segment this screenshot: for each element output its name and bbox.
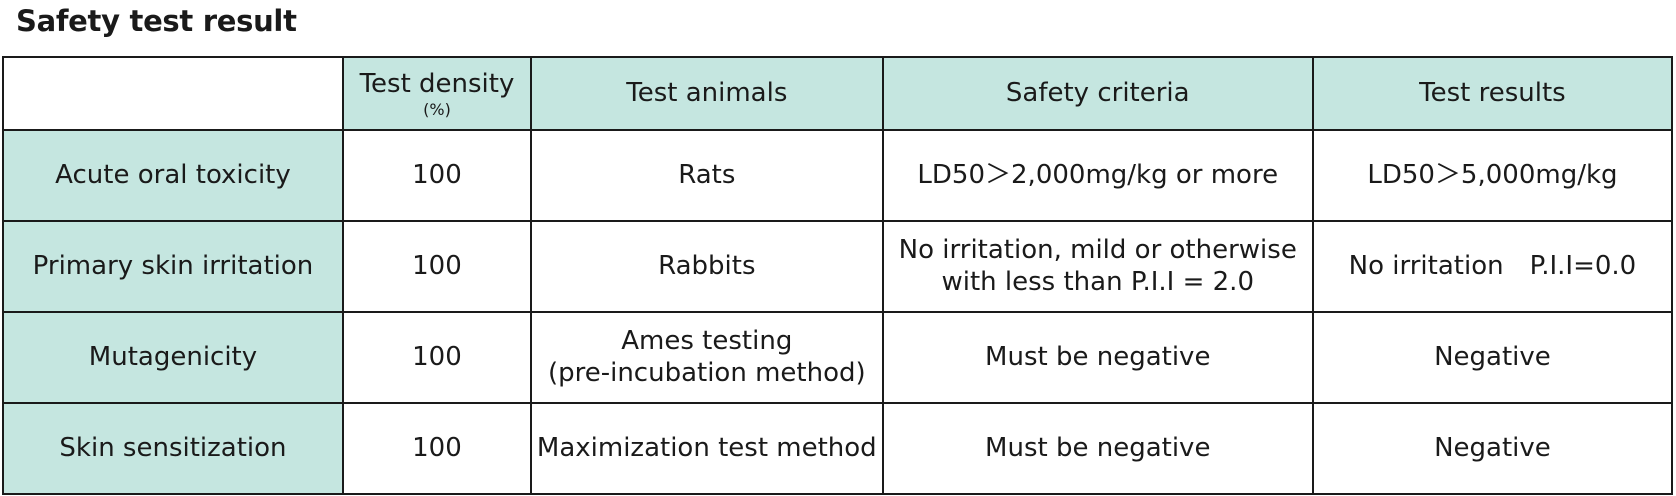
test-animals-cell: Ames testing (pre-incubation method) (529, 311, 884, 404)
safety-criteria-cell: LD50＞2,000mg/kg or more (881, 129, 1314, 222)
test-animals-cell: Maximization test method (529, 402, 884, 495)
test-result-cell: LD50＞5,000mg/kg (1311, 129, 1674, 222)
table-row: Acute oral toxicity 100 Rats LD50＞2,000m… (2, 129, 1674, 222)
header-safety-criteria: Safety criteria (881, 56, 1314, 131)
safety-criteria-cell: No irritation, mild or otherwise with le… (881, 220, 1314, 313)
test-result-cell: Negative (1311, 311, 1674, 404)
header-test-density-label: Test density (359, 69, 515, 100)
test-density-cell: 100 (341, 220, 532, 313)
header-test-results: Test results (1311, 56, 1674, 131)
test-density-cell: 100 (341, 129, 532, 222)
test-density-cell: 100 (341, 311, 532, 404)
safety-criteria-cell: Must be negative (881, 311, 1314, 404)
table-row: Primary skin irritation 100 Rabbits No i… (2, 220, 1674, 313)
test-density-cell: 100 (341, 402, 532, 495)
test-animals-cell: Rats (529, 129, 884, 222)
page-title: Safety test result (16, 4, 297, 38)
header-test-density: Test density (%) (341, 56, 532, 131)
table-row: Mutagenicity 100 Ames testing (pre-incub… (2, 311, 1674, 404)
test-name-cell: Acute oral toxicity (2, 129, 344, 222)
table-header-row: Test density (%) Test animals Safety cri… (2, 56, 1674, 131)
test-name-cell: Skin sensitization (2, 402, 344, 495)
safety-criteria-cell: Must be negative (881, 402, 1314, 495)
header-test-density-unit: (%) (423, 99, 451, 119)
test-name-cell: Mutagenicity (2, 311, 344, 404)
safety-test-table: Test density (%) Test animals Safety cri… (2, 56, 1674, 495)
test-animals-cell: Rabbits (529, 220, 884, 313)
header-test-animals: Test animals (529, 56, 884, 131)
test-name-cell: Primary skin irritation (2, 220, 344, 313)
table-row: Skin sensitization 100 Maximization test… (2, 402, 1674, 495)
test-result-cell: Negative (1311, 402, 1674, 495)
test-result-cell: No irritation P.I.I=0.0 (1311, 220, 1674, 313)
header-blank-cell (2, 56, 344, 131)
